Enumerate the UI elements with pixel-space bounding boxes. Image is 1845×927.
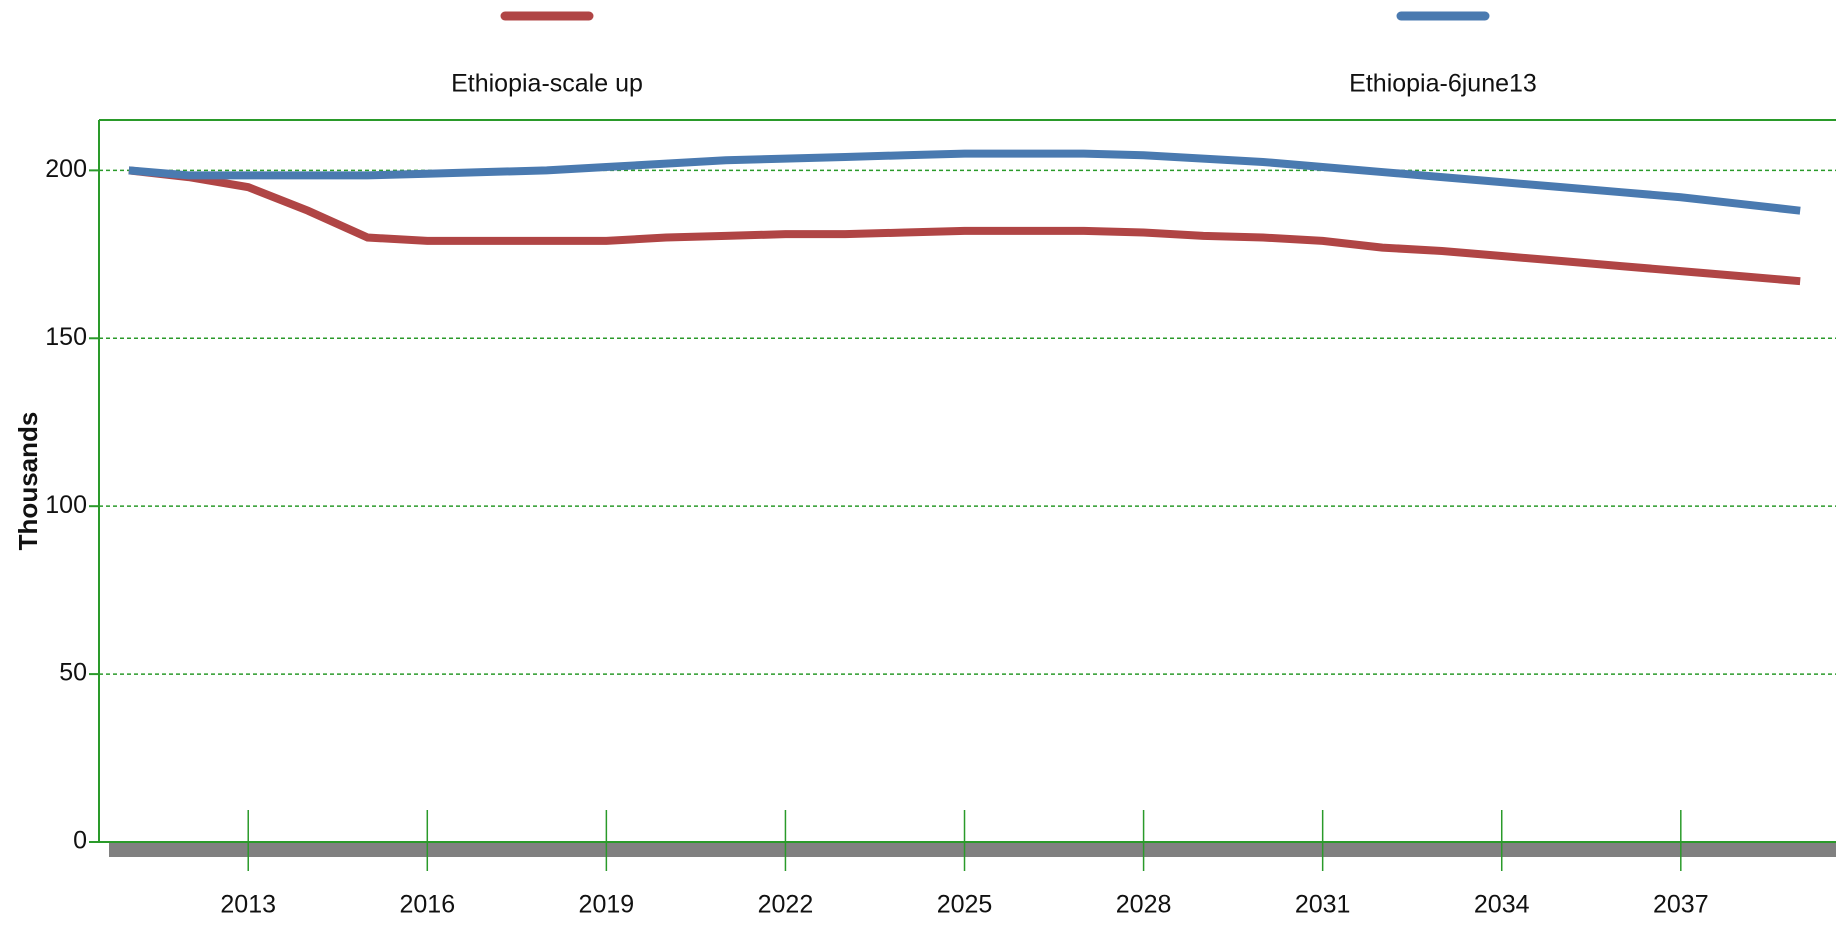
y-tick-label: 0	[73, 827, 87, 855]
legend-label: Ethiopia-6june13	[1349, 70, 1537, 98]
x-tick-label: 2031	[1295, 891, 1351, 919]
y-tick-label: 150	[45, 323, 87, 351]
x-tick-label: 2016	[399, 891, 455, 919]
series-line	[128, 166, 1801, 286]
y-tick-label: 50	[59, 659, 87, 687]
y-tick-label: 200	[45, 155, 87, 183]
x-tick-label: 2028	[1116, 891, 1172, 919]
y-axis-label: Thousands	[13, 412, 43, 551]
x-tick-label: 2034	[1474, 891, 1530, 919]
series-line	[128, 149, 1801, 215]
x-tick-label: 2037	[1653, 891, 1709, 919]
x-tick-label: 2013	[220, 891, 276, 919]
legend-label: Ethiopia-scale up	[451, 70, 643, 98]
x-tick-label: 2022	[758, 891, 814, 919]
x-tick-label: 2019	[579, 891, 635, 919]
axis-shadow	[109, 842, 1836, 857]
x-tick-label: 2025	[937, 891, 993, 919]
y-tick-label: 100	[45, 491, 87, 519]
